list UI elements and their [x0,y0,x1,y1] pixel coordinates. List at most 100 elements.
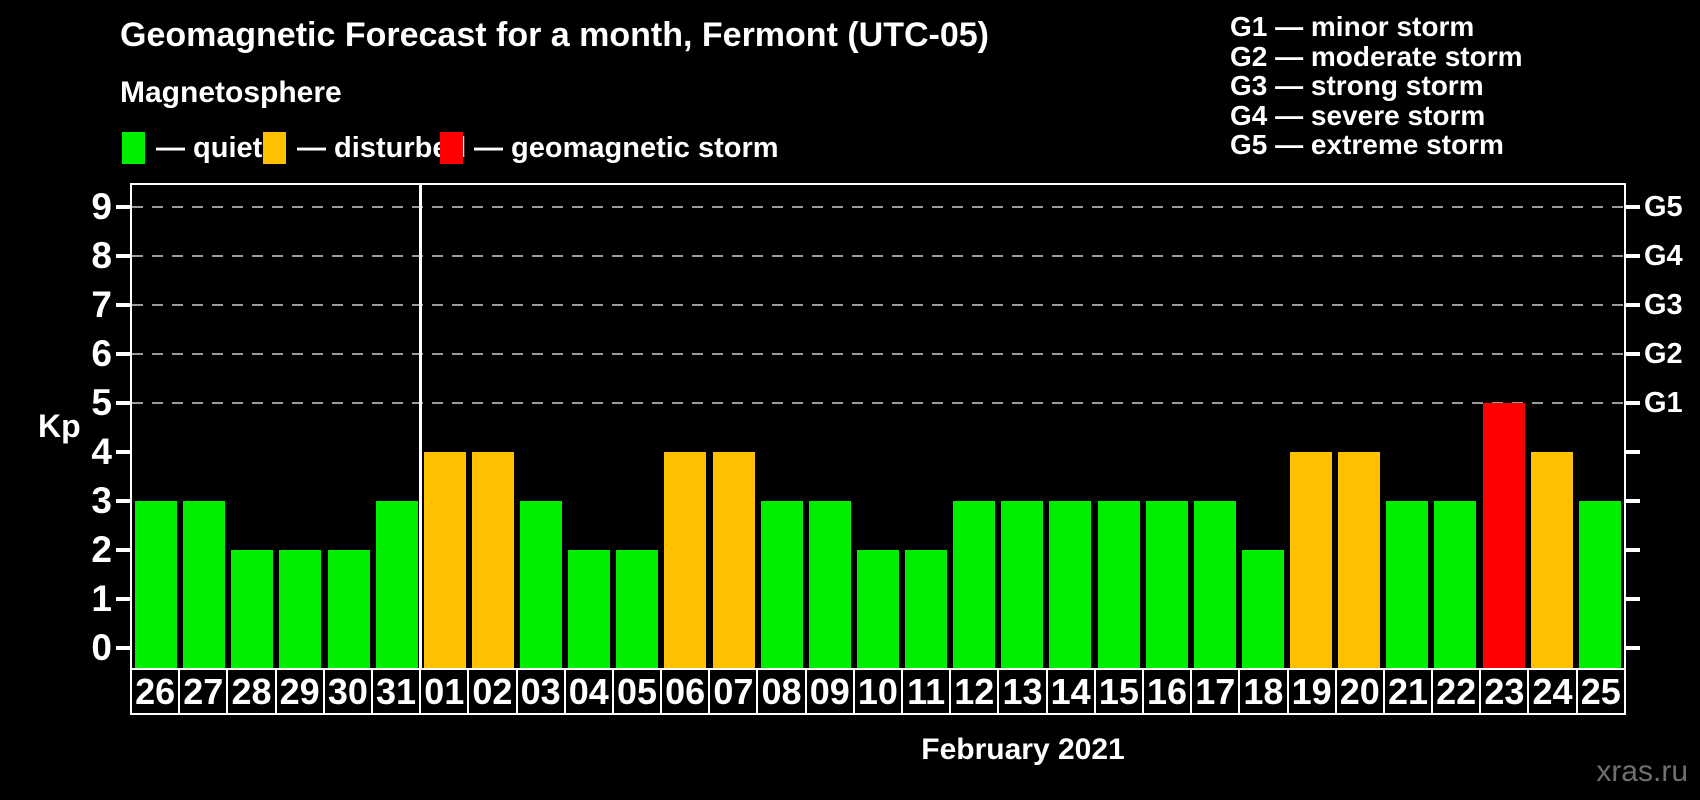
gridline-kp8 [132,255,1624,257]
day-label-03: 03 [515,670,564,713]
day-label-05: 05 [611,670,660,713]
bar-day-16 [1146,501,1188,668]
bar-day-09 [809,501,851,668]
legend-label-storm: — geomagnetic storm [474,131,779,164]
bar-day-20 [1338,452,1380,668]
day-label-16: 16 [1141,670,1190,713]
bar-day-14 [1049,501,1091,668]
y-tickmark-right-4 [1625,450,1640,454]
bar-day-21 [1386,501,1428,668]
g-legend-line: G1 — minor storm [1230,11,1475,42]
bar-day-01 [424,452,466,668]
bar-day-22 [1434,501,1476,668]
g-legend-line: G5 — extreme storm [1230,129,1504,160]
month-separator-line [419,185,422,668]
disturbed-color-swatch-icon [263,132,286,164]
bar-day-27 [183,501,225,668]
day-label-01: 01 [419,670,467,713]
bar-day-02 [472,452,514,668]
day-label-08: 08 [756,670,804,713]
bar-day-19 [1290,452,1332,668]
bar-day-29 [279,550,321,668]
y-axis-title: Kp [38,408,81,444]
day-label-07: 07 [708,670,756,713]
day-label-04: 04 [563,670,612,713]
day-label-26: 26 [135,670,176,712]
bar-day-30 [328,550,370,668]
legend-label-disturbed: — disturbed [297,131,467,164]
chart-title: Geomagnetic Forecast for a month, Fermon… [120,16,989,54]
g-legend-line: G4 — severe storm [1230,99,1486,131]
y-tickmark-right-8 [1625,254,1640,258]
watermark: xras.ru [1596,755,1688,788]
bar-day-25 [1579,501,1621,668]
day-label-17: 17 [1190,670,1238,713]
y-tick-label-3: 3 [91,480,112,521]
y-tickmark-left-3 [116,499,131,503]
bar-day-11 [905,550,947,668]
gridline-kp9 [132,206,1624,208]
x-axis-day-labels: 26 27 28 29 30 31 01 02 03 04 05 06 07 08 09 10 11 12 13 14… [130,668,1626,715]
plot-area [130,183,1626,670]
legend-label-quiet: — quiet [156,131,263,164]
right-axis-label-G5: G5 [1644,191,1683,223]
day-label-28: 28 [226,670,274,713]
day-label-09: 09 [804,670,853,713]
bar-day-18 [1242,550,1284,668]
day-label-19: 19 [1286,670,1335,713]
day-label-31: 31 [370,670,419,713]
day-label-13: 13 [997,670,1045,713]
quiet-color-swatch-icon [122,132,145,164]
bar-day-17 [1194,501,1236,668]
day-label-23: 23 [1479,670,1527,713]
bar-day-05 [616,550,658,668]
y-tickmark-left-1 [116,597,131,601]
day-label-02: 02 [467,670,515,713]
bar-day-13 [1001,501,1043,668]
right-axis-label-G1: G1 [1644,387,1683,419]
day-label-29: 29 [274,670,323,713]
gridline-kp5 [132,402,1624,404]
day-label-14: 14 [1045,670,1094,713]
bar-day-06 [664,452,706,668]
y-tickmark-left-6 [116,352,131,356]
day-label-25: 25 [1575,670,1624,713]
y-tickmark-left-7 [116,303,131,307]
bar-day-31 [376,501,418,668]
y-tick-label-9: 9 [91,186,112,227]
gridline-kp7 [132,304,1624,306]
y-tickmark-right-3 [1625,499,1640,503]
y-tickmark-right-7 [1625,303,1640,307]
legend-item-disturbed: — disturbed [263,131,466,165]
y-tickmark-left-4 [116,450,131,454]
day-label-12: 12 [949,670,997,713]
day-label-06: 06 [660,670,708,713]
chart-subtitle: Magnetosphere [120,76,342,109]
legend-item-storm: — geomagnetic storm [440,131,779,165]
day-label-20: 20 [1334,670,1383,713]
day-label-10: 10 [852,670,901,713]
y-tickmark-right-0 [1625,646,1640,650]
y-tick-label-0: 0 [91,627,112,668]
day-label-21: 21 [1382,670,1431,713]
y-tickmark-left-5 [116,401,131,405]
day-label-22: 22 [1431,670,1479,713]
y-tick-label-5: 5 [91,382,112,423]
right-axis-label-G3: G3 [1644,289,1683,321]
bar-day-24 [1531,452,1573,668]
y-tick-label-1: 1 [91,578,112,619]
bar-day-03 [520,501,562,668]
gridline-kp6 [132,353,1624,355]
y-tick-label-6: 6 [91,333,112,374]
storm-color-swatch-icon [440,132,463,164]
bar-day-15 [1098,501,1140,668]
legend-item-quiet: — quiet [122,131,262,165]
bar-day-12 [953,501,995,668]
y-tick-label-2: 2 [91,529,112,570]
y-tickmark-right-9 [1625,205,1640,209]
day-label-27: 27 [178,670,226,713]
bar-day-07 [713,452,755,668]
bar-day-26 [135,501,177,668]
day-label-11: 11 [901,670,949,713]
bar-day-08 [761,501,803,668]
